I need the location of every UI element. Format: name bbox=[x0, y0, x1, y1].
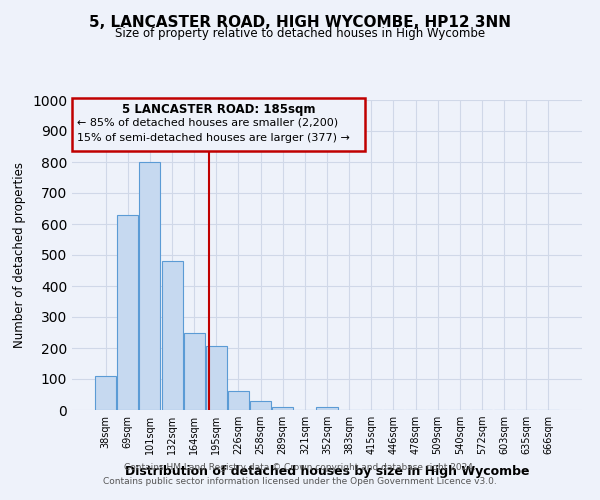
Text: Contains public sector information licensed under the Open Government Licence v3: Contains public sector information licen… bbox=[103, 477, 497, 486]
Text: Size of property relative to detached houses in High Wycombe: Size of property relative to detached ho… bbox=[115, 28, 485, 40]
Bar bbox=[316, 407, 338, 410]
X-axis label: Distribution of detached houses by size in High Wycombe: Distribution of detached houses by size … bbox=[125, 466, 529, 478]
Bar bbox=[139, 162, 160, 410]
Text: Contains HM Land Registry data © Crown copyright and database right 2024.: Contains HM Land Registry data © Crown c… bbox=[124, 464, 476, 472]
Bar bbox=[161, 261, 182, 410]
Bar bbox=[228, 392, 249, 410]
Text: 5, LANCASTER ROAD, HIGH WYCOMBE, HP12 3NN: 5, LANCASTER ROAD, HIGH WYCOMBE, HP12 3N… bbox=[89, 15, 511, 30]
Bar bbox=[272, 407, 293, 410]
Bar bbox=[206, 346, 227, 410]
FancyBboxPatch shape bbox=[72, 98, 365, 151]
Text: ← 85% of detached houses are smaller (2,200): ← 85% of detached houses are smaller (2,… bbox=[77, 117, 338, 127]
Bar bbox=[250, 400, 271, 410]
Bar bbox=[118, 214, 139, 410]
Bar bbox=[184, 332, 205, 410]
Text: 15% of semi-detached houses are larger (377) →: 15% of semi-detached houses are larger (… bbox=[77, 132, 350, 142]
Bar bbox=[95, 376, 116, 410]
Text: 5 LANCASTER ROAD: 185sqm: 5 LANCASTER ROAD: 185sqm bbox=[122, 103, 316, 116]
Y-axis label: Number of detached properties: Number of detached properties bbox=[13, 162, 26, 348]
